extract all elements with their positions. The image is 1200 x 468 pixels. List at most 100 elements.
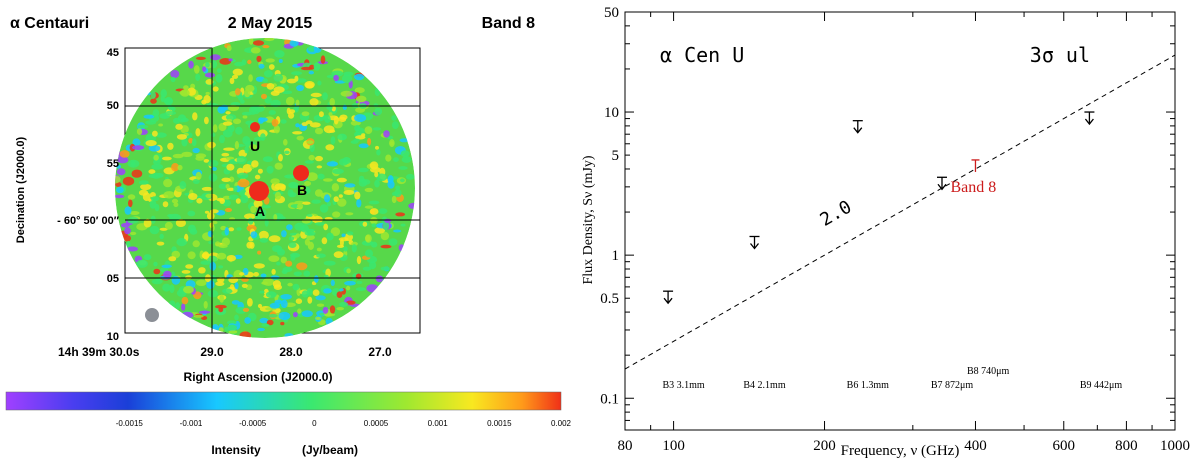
noise-speck xyxy=(227,324,237,331)
radio-map-figure: α Centauri 2 May 2015 Band 8 A B U 45 50… xyxy=(5,15,572,457)
noise-speck xyxy=(200,260,212,265)
sed-points: Band 8 xyxy=(663,111,1095,305)
noise-speck xyxy=(180,89,190,97)
noise-speck xyxy=(129,231,137,236)
noise-speck xyxy=(273,86,285,93)
band8-label: Band 8 xyxy=(950,179,996,196)
noise-speck xyxy=(380,231,390,241)
noise-speck xyxy=(188,137,194,144)
noise-speck xyxy=(354,73,365,81)
noise-speck xyxy=(195,56,206,61)
noise-speck xyxy=(208,173,218,182)
noise-speck xyxy=(288,236,295,241)
noise-speck xyxy=(183,85,189,90)
noise-speck xyxy=(203,159,210,163)
noise-speck xyxy=(258,230,269,240)
noise-speck xyxy=(400,223,406,227)
noise-speck xyxy=(226,255,236,262)
band-label: B4 2.1mm xyxy=(743,380,785,391)
noise-speck xyxy=(170,70,180,78)
noise-speck xyxy=(300,224,309,233)
noise-speck xyxy=(245,84,255,93)
noise-speck xyxy=(128,199,133,208)
noise-speck xyxy=(324,194,331,203)
noise-speck xyxy=(301,111,310,117)
noise-speck xyxy=(301,310,313,318)
noise-speck xyxy=(163,178,173,188)
fit-slope-label: 2.0 xyxy=(817,196,856,230)
noise-speck xyxy=(164,221,173,230)
noise-speck xyxy=(195,279,207,286)
noise-speck xyxy=(320,55,326,64)
noise-speck xyxy=(400,178,405,183)
sed-axes: 80 100 200 400 600 800 1000 0.1 0.5 1 5 10 50 xyxy=(600,5,1190,454)
noise-speck xyxy=(304,181,312,186)
noise-speck xyxy=(336,307,345,311)
noise-speck xyxy=(228,194,239,200)
noise-speck xyxy=(148,145,161,152)
noise-speck xyxy=(212,86,219,92)
noise-speck xyxy=(342,74,352,84)
noise-speck xyxy=(151,163,164,170)
map-title-band: Band 8 xyxy=(482,15,535,32)
noise-speck xyxy=(170,76,176,83)
noise-speck xyxy=(290,252,301,258)
noise-speck xyxy=(364,187,374,193)
noise-speck xyxy=(393,229,402,233)
noise-speck xyxy=(333,251,344,258)
noise-speck xyxy=(395,212,406,217)
noise-speck xyxy=(205,193,213,198)
noise-speck xyxy=(293,312,298,318)
noise-speck xyxy=(218,265,224,269)
noise-speck xyxy=(260,273,267,278)
noise-speck xyxy=(309,122,321,128)
source-u-blob xyxy=(250,122,260,132)
noise-speck xyxy=(249,241,255,249)
noise-speck xyxy=(322,92,328,101)
noise-speck xyxy=(209,209,219,214)
colorbar-tick-label: -0.001 xyxy=(180,419,203,428)
noise-speck xyxy=(323,274,329,280)
noise-speck xyxy=(181,151,193,157)
noise-speck xyxy=(338,237,349,242)
noise-speck xyxy=(236,155,247,165)
noise-speck xyxy=(310,92,322,98)
sed-frame xyxy=(624,11,1176,431)
noise-speck xyxy=(124,206,132,215)
noise-speck xyxy=(173,202,179,208)
noise-speck xyxy=(316,247,322,252)
noise-speck xyxy=(337,133,347,141)
noise-speck xyxy=(196,198,203,204)
noise-speck xyxy=(283,139,288,146)
noise-speck xyxy=(169,284,175,294)
noise-speck xyxy=(309,98,319,106)
noise-speck xyxy=(150,98,157,104)
noise-speck xyxy=(375,275,384,283)
noise-speck xyxy=(315,222,325,226)
noise-speck xyxy=(316,165,323,169)
band-label: B7 872μm xyxy=(931,380,974,391)
noise-speck xyxy=(302,201,311,205)
noise-speck xyxy=(232,68,243,76)
noise-speck xyxy=(331,105,336,112)
noise-speck xyxy=(325,144,335,151)
noise-speck xyxy=(227,124,235,133)
noise-speck xyxy=(238,95,244,101)
noise-speck xyxy=(159,233,164,240)
noise-speck xyxy=(181,303,186,311)
colorbar xyxy=(5,391,562,411)
noise-speck xyxy=(254,174,261,180)
noise-speck xyxy=(369,208,379,215)
map-x-axis-label: Right Ascension (J2000.0) xyxy=(184,370,333,384)
map-y-tick: 45 xyxy=(107,47,119,59)
limit-label: 3σ ul xyxy=(1030,43,1090,67)
noise-speck xyxy=(345,212,354,216)
noise-speck xyxy=(259,290,265,294)
noise-speck xyxy=(210,133,216,137)
sed-panel: 80 100 200 400 600 800 1000 0.1 0.5 1 5 10 50 2.0 Ba… xyxy=(575,0,1200,463)
noise-speck xyxy=(295,233,301,238)
noise-speck xyxy=(229,77,235,85)
noise-speck xyxy=(250,205,257,214)
noise-speck xyxy=(375,145,379,150)
noise-speck xyxy=(318,111,324,118)
